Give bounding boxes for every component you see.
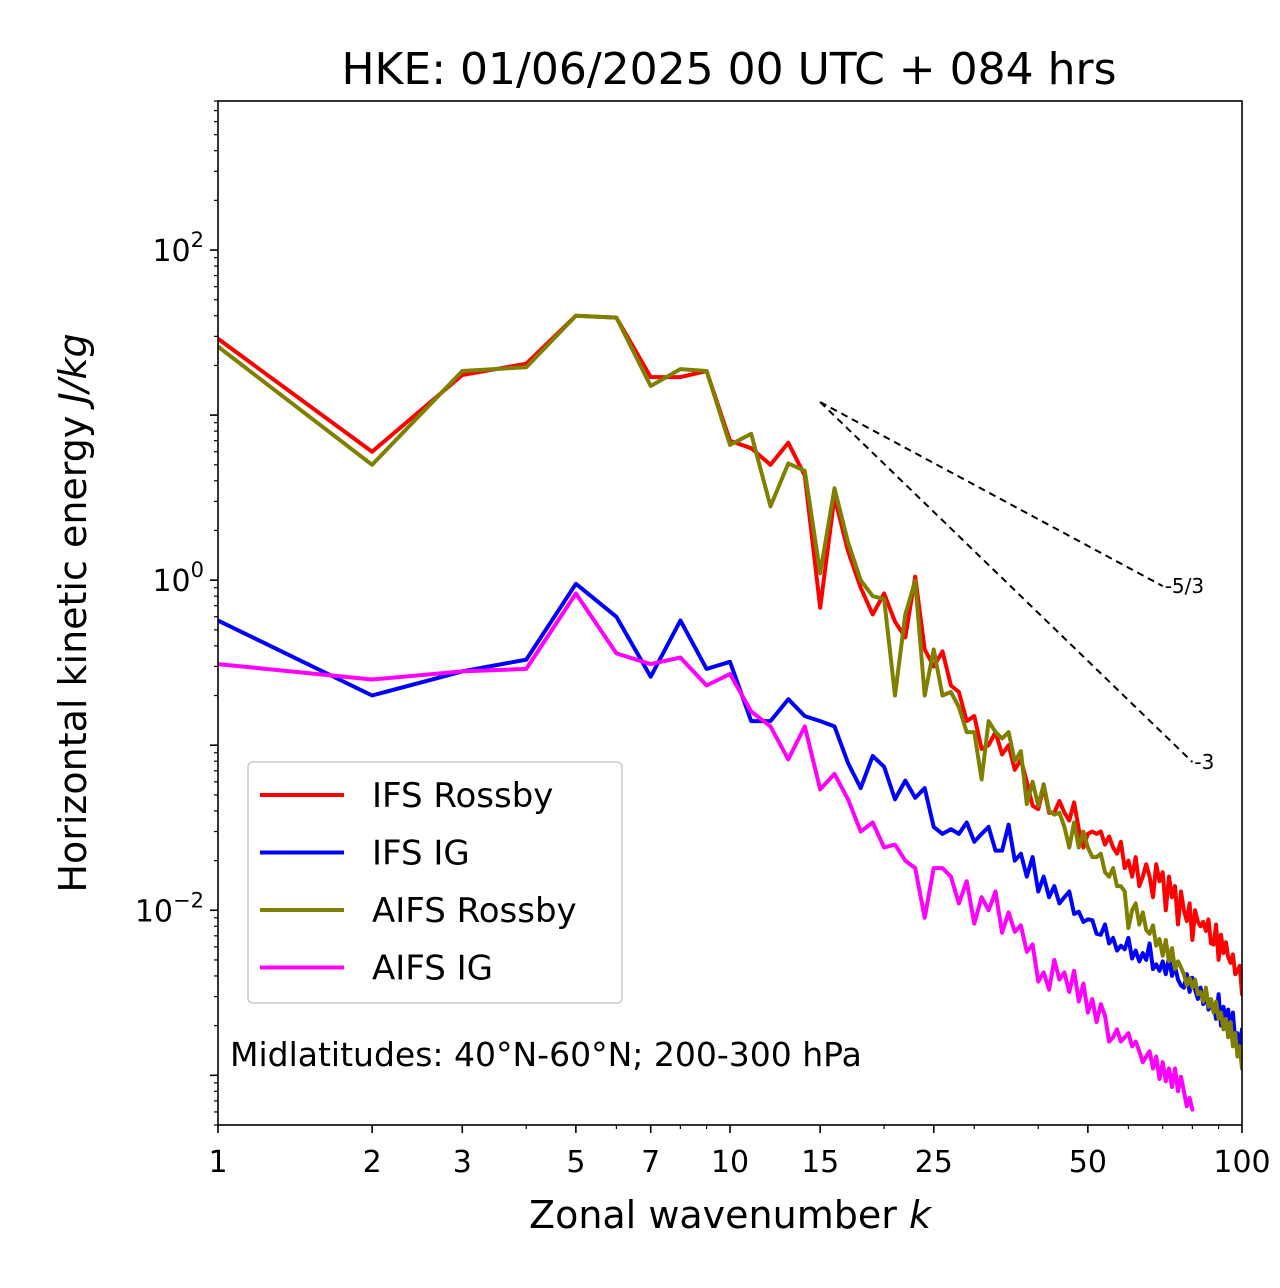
x-axis-label: Zonal wavenumber k	[529, 1193, 933, 1237]
x-tick-label: 3	[453, 1145, 472, 1180]
series-line-aifs-ig	[218, 591, 1195, 1112]
plot-frame	[217, 100, 1243, 1126]
reference-slope-label-5-3: -5/3	[1165, 574, 1204, 598]
x-tick-label: 10	[711, 1145, 749, 1180]
reference-slope-layer: -5/3 -3	[819, 401, 1214, 774]
svg-text:Horizontal kinetic energy J/kg: Horizontal kinetic energy J/kg	[51, 333, 95, 892]
reference-slope-line-5-3	[819, 401, 1164, 587]
x-tick-label: 1	[208, 1145, 227, 1180]
x-tick-label: 7	[641, 1145, 660, 1180]
x-axis-label-text: Zonal wavenumber	[529, 1193, 897, 1237]
region-annotation: Midlatitudes: 40°N-60°N; 200-300 hPa	[230, 1035, 862, 1074]
x-tick-label: 2	[363, 1145, 382, 1180]
axis-ticks-layer: 1 2 3 5 7 10 15 25 50 100 102 100 10−2	[135, 100, 1271, 1180]
series-line-ifs-rossby	[218, 313, 1242, 997]
legend-label-ifs-rossby: IFS Rossby	[372, 776, 553, 816]
x-tick-label: 50	[1069, 1145, 1107, 1180]
y-axis-label: Horizontal kinetic energy J/kg	[51, 333, 95, 892]
legend-label-ifs-ig: IFS IG	[372, 834, 470, 874]
series-line-aifs-rossby	[218, 313, 1242, 1071]
x-tick-label: 100	[1213, 1145, 1270, 1180]
svg-text:Zonal wavenumber k: Zonal wavenumber k	[529, 1193, 933, 1237]
y-axis-label-text: Horizontal kinetic energy	[51, 416, 95, 893]
legend-label-aifs-rossby: AIFS Rossby	[372, 891, 577, 931]
y-tick-label: 10−2	[135, 888, 204, 929]
x-axis-label-var: k	[909, 1193, 933, 1237]
x-tick-label: 15	[801, 1145, 839, 1180]
reference-slope-line-3	[819, 401, 1194, 763]
y-tick-label: 100	[152, 558, 204, 599]
legend-entries: IFS Rossby IFS IG AIFS Rossby AIFS IG	[260, 776, 577, 989]
legend-box	[247, 761, 623, 1004]
x-tick-label: 25	[915, 1145, 953, 1180]
x-tick-label: 5	[566, 1145, 585, 1180]
legend: IFS Rossby IFS IG AIFS Rossby AIFS IG	[247, 761, 623, 1004]
y-axis-label-unit: J/kg	[51, 333, 95, 410]
plot-data-layer	[218, 313, 1242, 1112]
reference-slope-label-3: -3	[1194, 750, 1214, 774]
chart-title: HKE: 01/06/2025 00 UTC + 084 hrs	[341, 44, 1116, 95]
y-tick-label: 102	[152, 228, 204, 269]
legend-label-aifs-ig: AIFS IG	[372, 949, 493, 989]
